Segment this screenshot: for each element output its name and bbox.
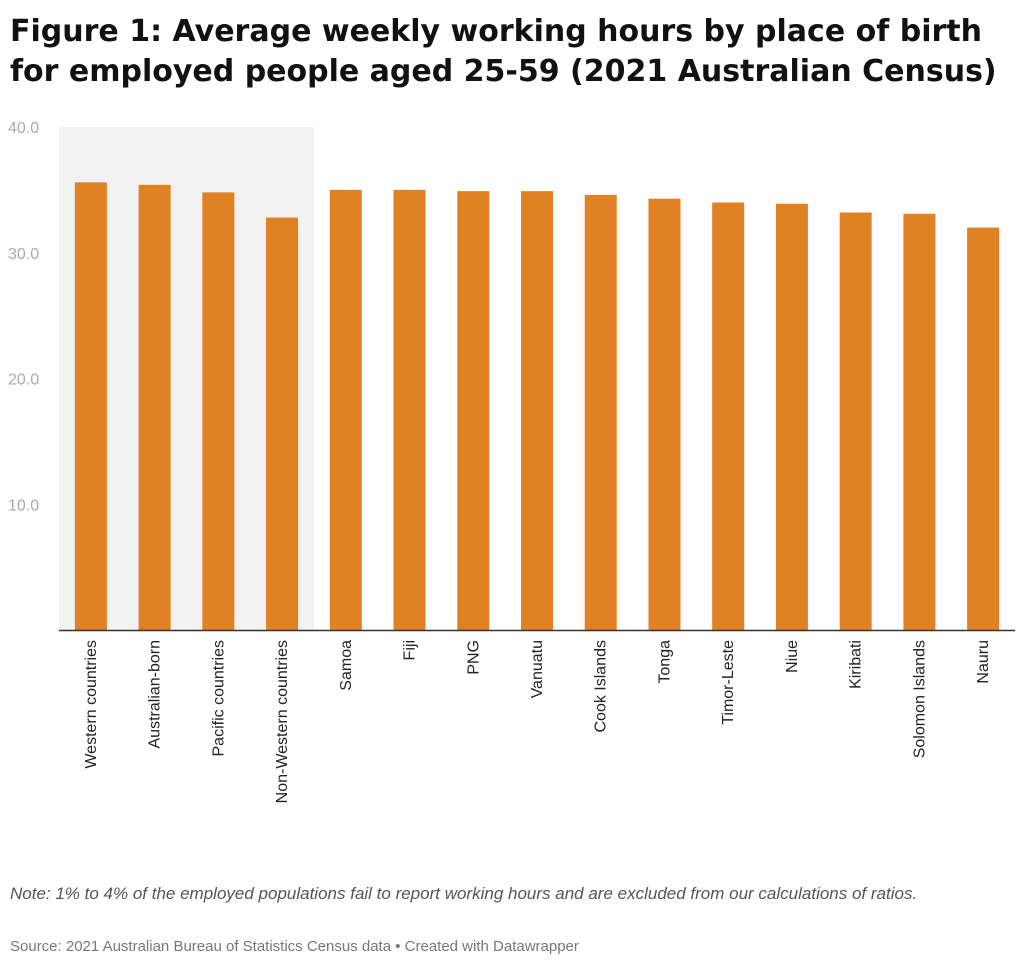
y-tick-label: 30.0 bbox=[8, 246, 39, 263]
x-tick-label: Cook Islands bbox=[593, 640, 610, 733]
bar bbox=[521, 191, 553, 630]
chart-area: 10.0 20.0 30.0 40.0 Western countries Austra… bbox=[0, 110, 1024, 860]
x-tick-label: Non-Western countries bbox=[274, 640, 291, 803]
bar bbox=[329, 189, 362, 630]
bar bbox=[74, 182, 107, 630]
bar bbox=[775, 203, 808, 630]
x-tick-label: Pacific countries bbox=[210, 640, 227, 757]
x-tick-label: Solomon Islands bbox=[911, 640, 928, 758]
bar bbox=[648, 198, 681, 630]
bar bbox=[266, 217, 299, 630]
bar bbox=[967, 227, 1000, 630]
bar-chart: 10.0 20.0 30.0 40.0 Western countries Austra… bbox=[8, 120, 1015, 803]
x-tick-label: Tonga bbox=[656, 640, 673, 684]
bar bbox=[839, 212, 872, 630]
bar bbox=[202, 192, 235, 630]
x-tick-label: Niue bbox=[784, 640, 801, 673]
chart-title: Figure 1: Average weekly working hours b… bbox=[10, 14, 997, 89]
chart-note: Note: 1% to 4% of the employed populatio… bbox=[10, 884, 918, 903]
bar bbox=[712, 202, 745, 630]
chart-source: Source: 2021 Australian Bureau of Statis… bbox=[10, 938, 579, 955]
y-tick-label: 10.0 bbox=[8, 497, 39, 514]
y-tick-label: 40.0 bbox=[8, 120, 39, 137]
x-tick-label: PNG bbox=[465, 640, 482, 675]
y-axis-ticks: 10.0 20.0 30.0 40.0 bbox=[8, 120, 39, 514]
bar bbox=[393, 189, 426, 630]
x-tick-label: Fiji bbox=[402, 640, 419, 660]
x-tick-label: Kiribati bbox=[848, 640, 865, 689]
category-labels: Western countries Australian-born Pacific … bbox=[83, 640, 992, 803]
x-tick-label: Australian-born bbox=[147, 640, 164, 749]
x-tick-label: Nauru bbox=[975, 640, 992, 684]
x-tick-label: Western countries bbox=[83, 640, 100, 769]
bar bbox=[584, 194, 617, 630]
y-tick-label: 20.0 bbox=[8, 372, 39, 389]
bars bbox=[74, 182, 1000, 630]
bar bbox=[457, 191, 490, 630]
bar bbox=[138, 184, 171, 630]
bar bbox=[903, 213, 936, 630]
x-tick-label: Timor-Leste bbox=[720, 640, 737, 725]
x-tick-label: Samoa bbox=[338, 640, 355, 691]
x-tick-label: Vanuatu bbox=[529, 640, 546, 698]
